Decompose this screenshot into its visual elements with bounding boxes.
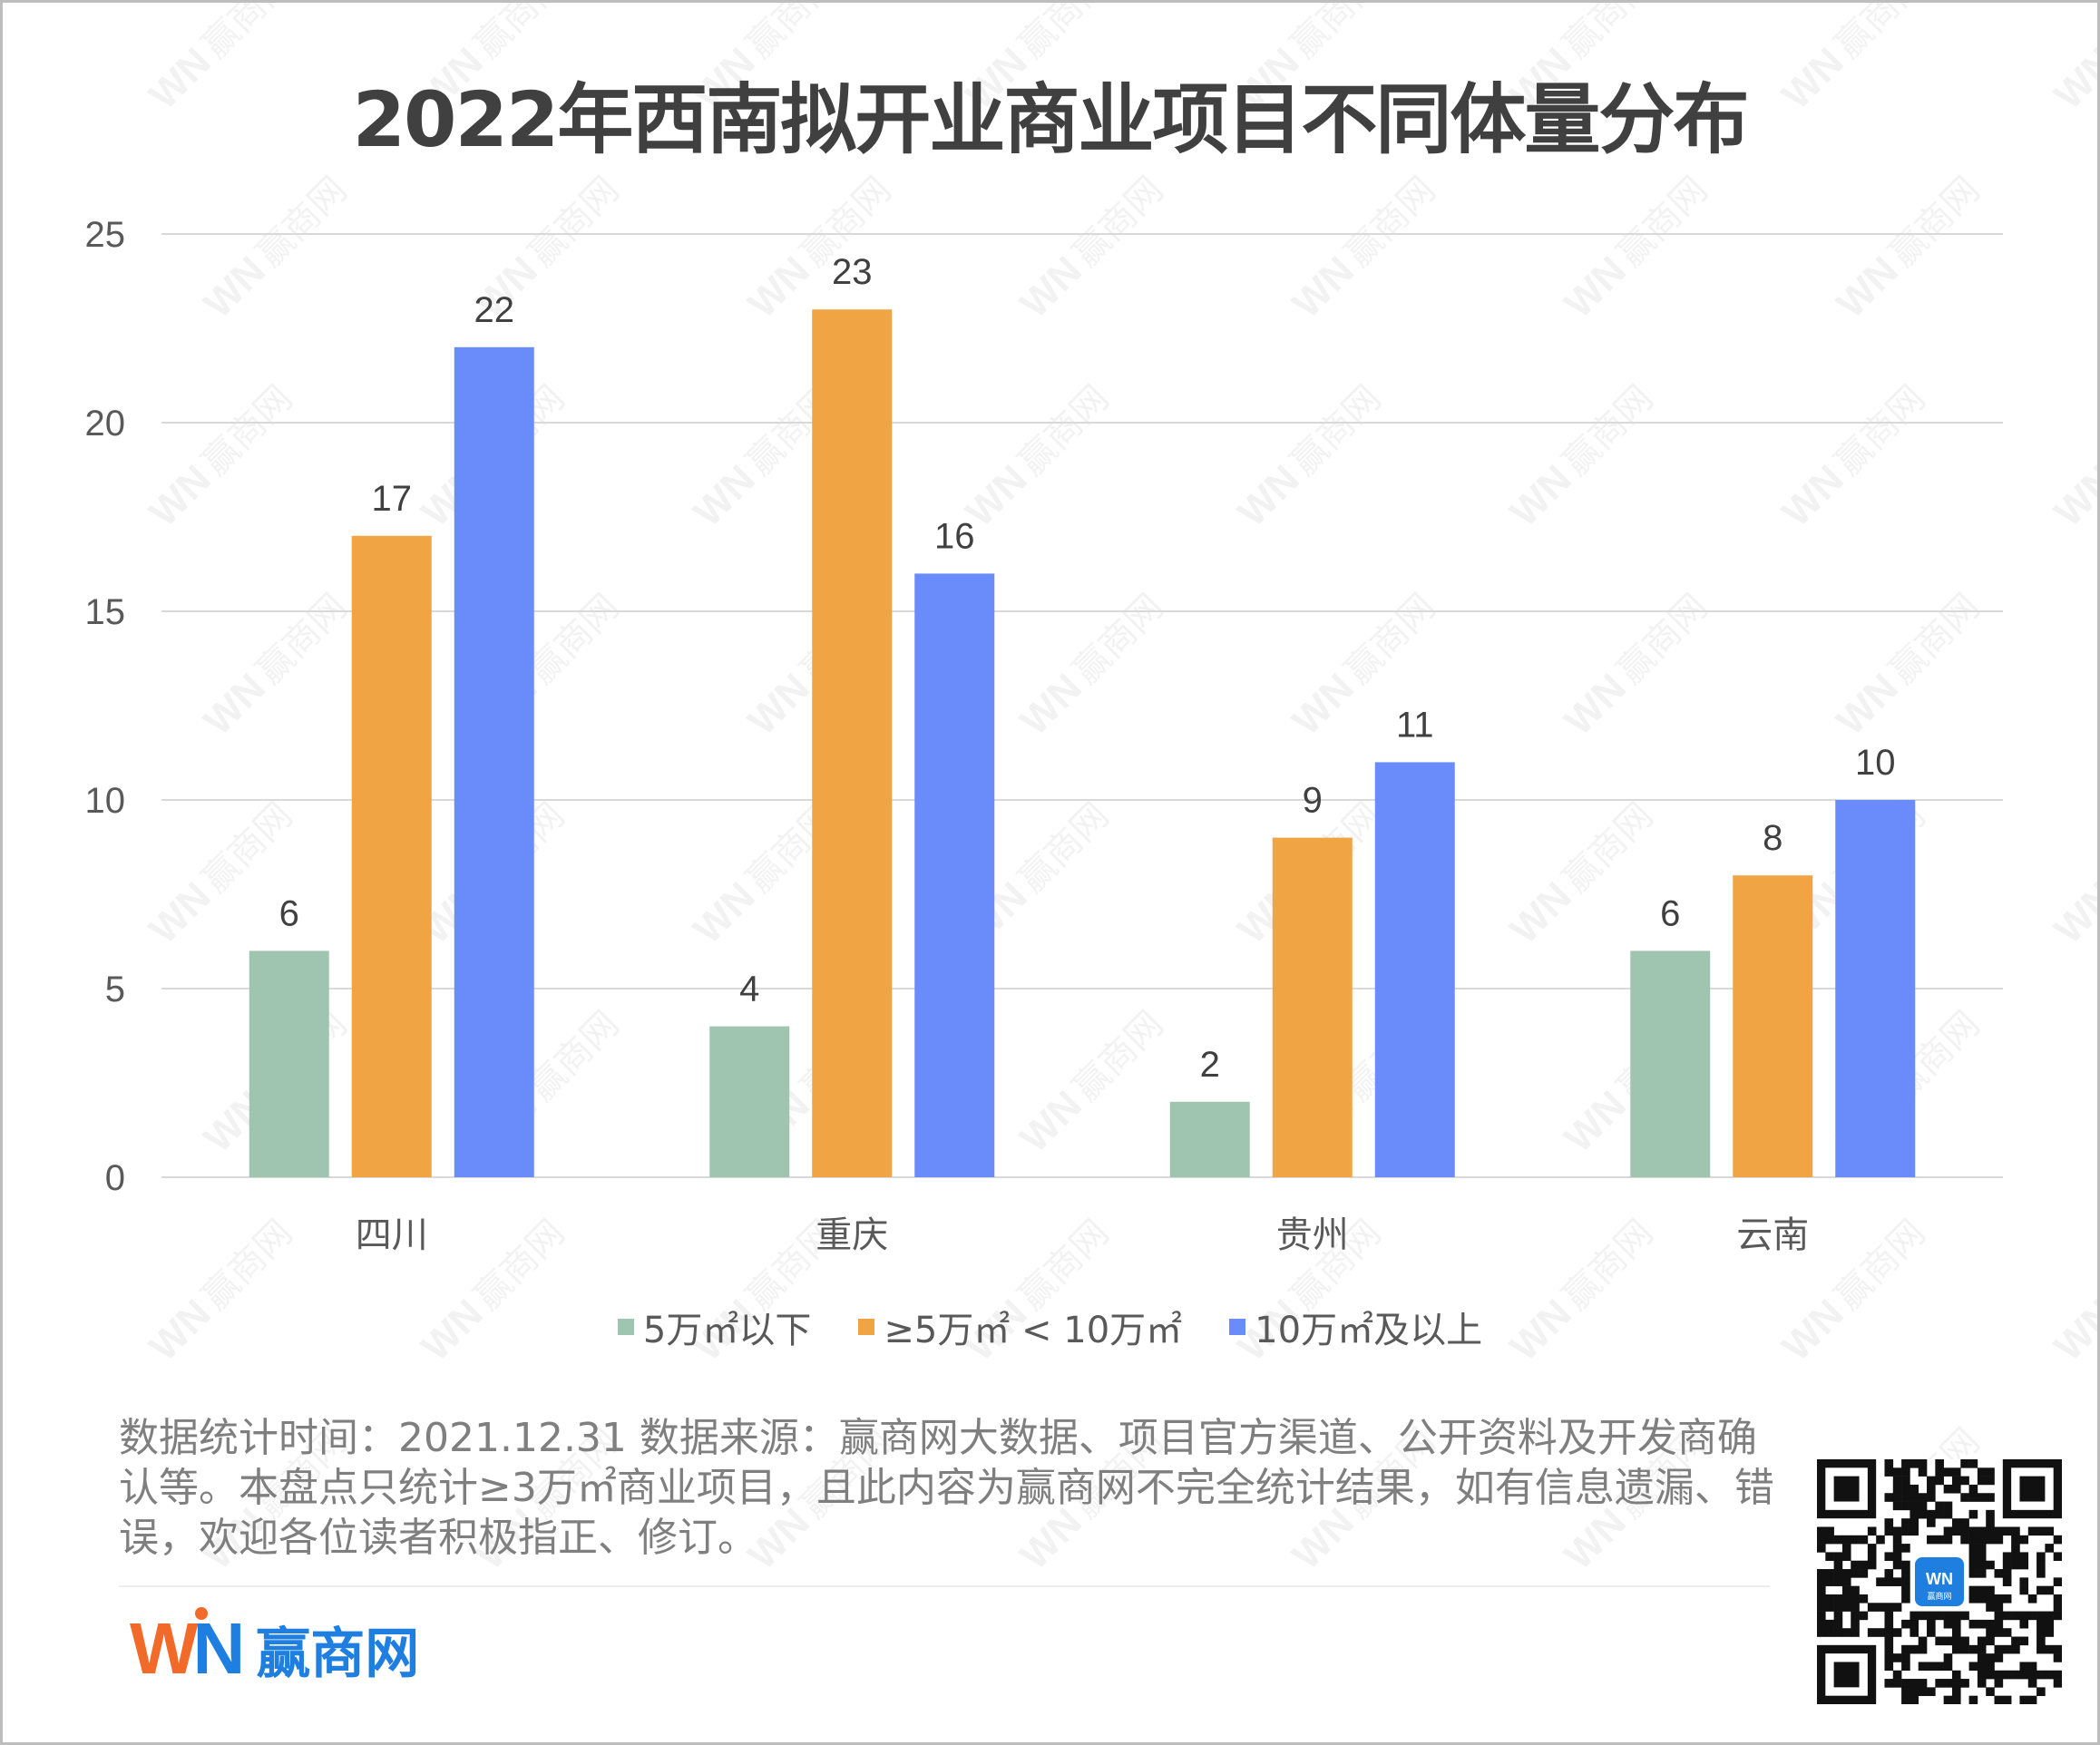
legend-label: 10万㎡及以上 — [1255, 1310, 1483, 1351]
legend-item: 5万㎡以下 — [617, 1301, 812, 1353]
bar — [1169, 1101, 1250, 1177]
legend-label: 5万㎡以下 — [642, 1310, 812, 1351]
y-tick-label: 10 — [85, 781, 126, 821]
svg-text:WN: WN — [1926, 1570, 1953, 1588]
footnote-text: 数据统计时间：2021.12.31 数据来源：赢商网大数据、项目官方渠道、公开资… — [119, 1415, 1774, 1561]
legend-item: 10万㎡及以上 — [1229, 1301, 1482, 1353]
bar — [351, 535, 432, 1177]
data-label: 2 — [1200, 1045, 1220, 1085]
bar — [914, 573, 995, 1177]
bar — [1630, 950, 1711, 1177]
footer-divider — [119, 1585, 1770, 1587]
bar-chart: 0 5 10 15 20 25 6 17 22 四川 4 23 16 重庆 2 9 11 贵州 6 8 10 云南 — [85, 215, 2003, 1256]
y-tick-label: 25 — [85, 215, 126, 255]
legend-label: ≥5万㎡ < 10万㎡ — [884, 1310, 1183, 1351]
data-label: 10 — [1855, 743, 1896, 783]
category-label: 四川 — [356, 1214, 428, 1256]
legend-item: ≥5万㎡ < 10万㎡ — [858, 1301, 1182, 1353]
bar — [249, 950, 329, 1177]
y-tick-label: 20 — [85, 404, 126, 444]
brand-logo: WN 赢商网 — [130, 1607, 420, 1690]
qr-code-icon: WN 赢商网 — [1817, 1459, 2062, 1704]
category-label: 贵州 — [1276, 1214, 1349, 1256]
chart-legend: 5万㎡以下 ≥5万㎡ < 10万㎡ 10万㎡及以上 — [3, 1301, 2097, 1352]
bar — [1272, 837, 1353, 1177]
y-tick-label: 15 — [85, 592, 126, 632]
legend-swatch — [617, 1319, 634, 1335]
data-label: 9 — [1303, 781, 1323, 821]
brand-name: 赢商网 — [256, 1622, 420, 1686]
data-label: 8 — [1763, 818, 1783, 858]
logo-mark-icon: WN — [130, 1607, 245, 1689]
y-tick-label: 5 — [105, 970, 125, 1009]
bar — [1835, 800, 1916, 1177]
data-label: 11 — [1396, 705, 1434, 745]
data-label: 23 — [832, 252, 873, 292]
data-label: 6 — [279, 893, 299, 933]
chart-title: 2022年西南拟开业商业项目不同体量分布 — [352, 75, 1750, 164]
data-label: 16 — [934, 516, 975, 556]
data-label: 4 — [739, 970, 759, 1009]
bar — [1733, 875, 1813, 1177]
legend-swatch — [858, 1319, 875, 1335]
bar — [1374, 762, 1455, 1177]
legend-swatch — [1229, 1319, 1246, 1335]
bar — [812, 309, 893, 1177]
data-label: 17 — [372, 479, 413, 519]
data-label: 6 — [1660, 893, 1680, 933]
category-label: 云南 — [1736, 1214, 1809, 1256]
svg-text:赢商网: 赢商网 — [1927, 1591, 1951, 1602]
category-label: 重庆 — [816, 1214, 888, 1256]
bar — [709, 1026, 790, 1177]
y-tick-label: 0 — [105, 1158, 125, 1198]
bar — [454, 346, 534, 1177]
data-label: 22 — [474, 290, 515, 330]
